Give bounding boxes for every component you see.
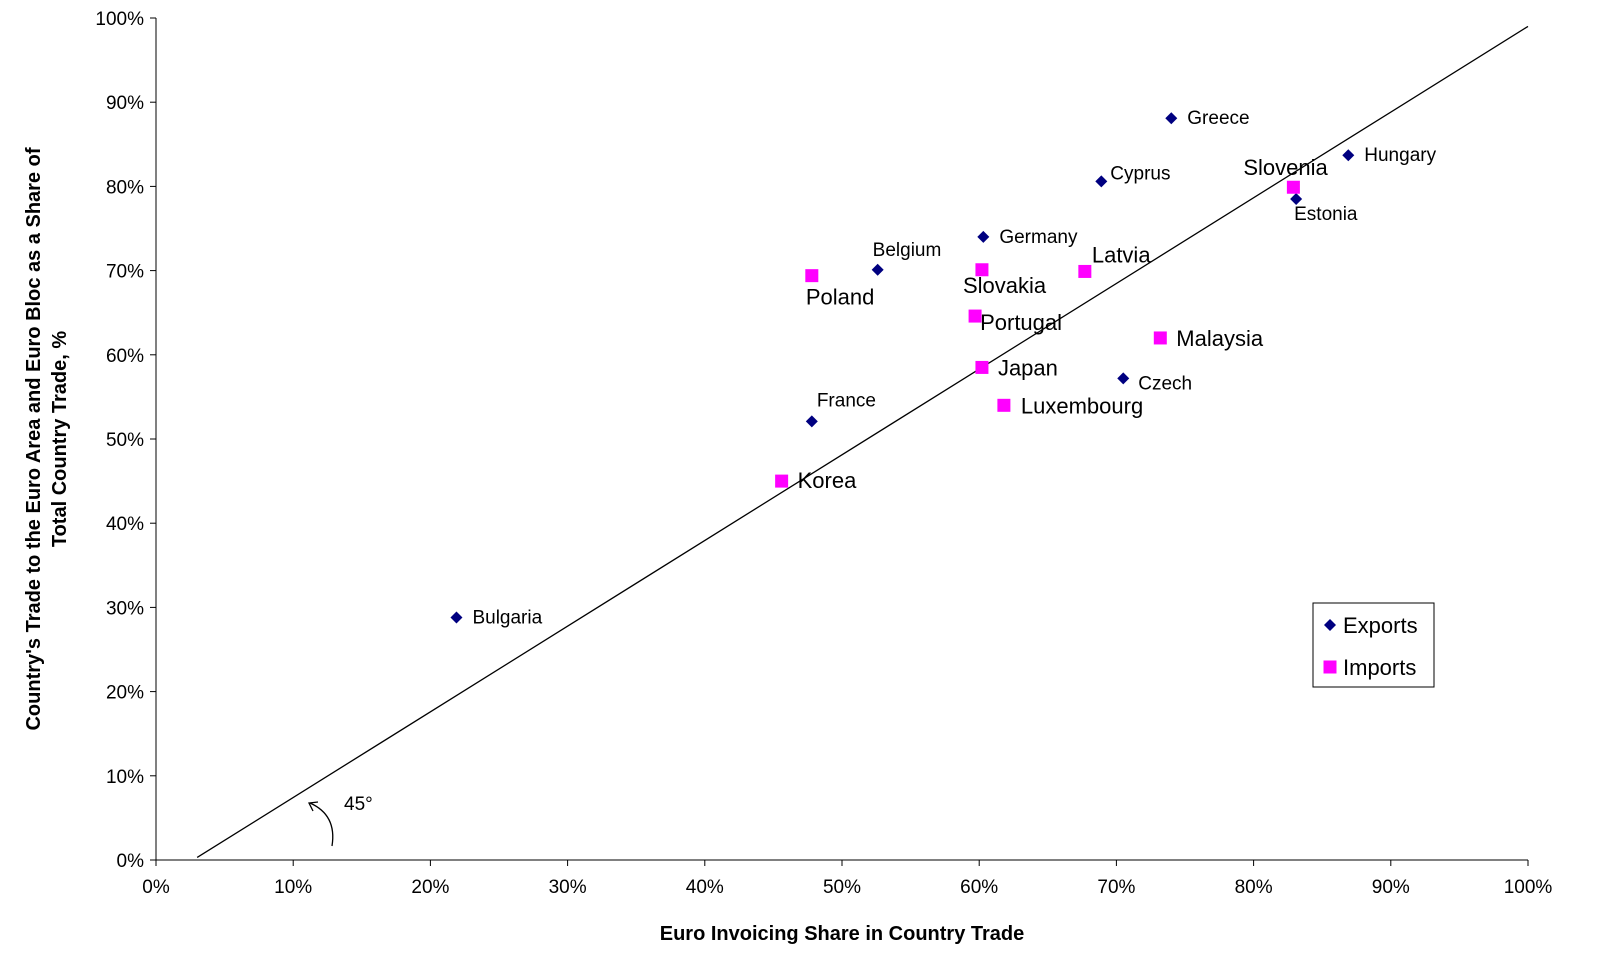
x-tick-label: 50% — [823, 877, 861, 898]
imports-point-latvia — [1078, 264, 1092, 278]
exports-point-belgium — [871, 263, 884, 276]
data-label-latvia: Latvia — [1092, 242, 1151, 267]
x-tick-label: 80% — [1235, 877, 1273, 898]
y-tick-label: 80% — [106, 177, 144, 198]
exports-point-estonia — [1290, 193, 1303, 206]
imports-point-malaysia — [1153, 331, 1167, 345]
legend-label-imports: Imports — [1343, 655, 1416, 680]
data-label-greece: Greece — [1187, 108, 1249, 129]
x-tick-label: 70% — [1097, 877, 1135, 898]
imports-point-slovakia — [975, 263, 989, 277]
x-ticks: 0% 10% 20% 30% 40% 50% 60% 70% 80% 90% 100% — [142, 860, 1552, 898]
exports-point-hungary — [1342, 149, 1355, 162]
legend-marker-imports — [1323, 660, 1337, 674]
exports-point-greece — [1165, 112, 1178, 125]
data-points — [450, 112, 1355, 624]
exports-point-czech — [1117, 372, 1130, 385]
x-tick-label: 10% — [274, 877, 312, 898]
legend: Exports Imports — [1312, 602, 1435, 688]
angle-arrow — [309, 802, 334, 847]
exports-point-bulgaria — [450, 611, 463, 624]
y-tick-label: 0% — [117, 851, 145, 872]
y-tick-label: 40% — [106, 514, 144, 535]
data-label-luxembourg: Luxembourg — [1021, 393, 1143, 418]
data-label-poland: Poland — [806, 285, 875, 310]
data-label-slovakia: Slovakia — [963, 273, 1047, 298]
data-label-bulgaria: Bulgaria — [472, 608, 542, 629]
data-label-japan: Japan — [998, 355, 1058, 380]
y-axis-title-line1: Country's Trade to the Euro Area and Eur… — [23, 147, 45, 730]
legend-label-exports: Exports — [1343, 613, 1418, 638]
data-label-hungary: Hungary — [1364, 145, 1436, 166]
y-tick-label: 70% — [106, 262, 144, 283]
y-tick-label: 10% — [106, 767, 144, 788]
x-tick-label: 100% — [1504, 877, 1553, 898]
x-tick-label: 30% — [549, 877, 587, 898]
exports-point-cyprus — [1095, 175, 1108, 188]
imports-point-korea — [775, 474, 789, 488]
data-label-cyprus: Cyprus — [1110, 163, 1170, 184]
data-label-germany: Germany — [999, 227, 1078, 248]
data-label-estonia: Estonia — [1294, 204, 1358, 225]
reference-line-group: 45° — [196, 25, 1529, 859]
data-label-czech: Czech — [1138, 373, 1192, 394]
reference-line-45 — [196, 25, 1529, 859]
y-tick-label: 20% — [106, 683, 144, 704]
y-ticks: 0% 10% 20% 30% 40% 50% 60% 70% 80% 90% 100% — [95, 9, 156, 872]
x-tick-label: 90% — [1372, 877, 1410, 898]
x-tick-label: 20% — [411, 877, 449, 898]
imports-point-portugal — [968, 309, 982, 323]
y-tick-label: 60% — [106, 346, 144, 367]
y-tick-label: 50% — [106, 430, 144, 451]
imports-point-slovenia — [1286, 180, 1300, 194]
x-axis: 0% 10% 20% 30% 40% 50% 60% 70% 80% 90% 100% — [142, 859, 1552, 898]
exports-point-germany — [977, 230, 990, 243]
data-label-malaysia: Malaysia — [1176, 326, 1264, 351]
x-tick-label: 60% — [960, 877, 998, 898]
imports-point-japan — [975, 360, 989, 374]
y-tick-label: 90% — [106, 93, 144, 114]
data-label-belgium: Belgium — [873, 240, 942, 261]
angle-arrow-head — [308, 801, 319, 812]
x-tick-label: 40% — [686, 877, 724, 898]
y-axis: 0% 10% 20% 30% 40% 50% 60% 70% 80% 90% 100% — [95, 9, 157, 872]
y-axis-title-line2: Total Country Trade, % — [49, 331, 71, 548]
legend-items: Exports Imports — [1323, 613, 1418, 680]
y-tick-label: 30% — [106, 598, 144, 619]
data-label-portugal: Portugal — [980, 310, 1062, 335]
data-label-slovenia: Slovenia — [1243, 155, 1328, 180]
imports-point-poland — [805, 269, 819, 283]
reference-line-label: 45° — [344, 794, 373, 815]
data-label-korea: Korea — [798, 468, 857, 493]
imports-point-luxembourg — [997, 398, 1011, 412]
exports-point-france — [805, 415, 818, 428]
data-label-france: France — [817, 390, 876, 411]
x-tick-label: 0% — [142, 877, 170, 898]
y-tick-label: 100% — [95, 9, 144, 30]
x-axis-title: Euro Invoicing Share in Country Trade — [660, 923, 1025, 945]
legend-marker-exports — [1324, 619, 1336, 631]
y-axis-title: Country's Trade to the Euro Area and Eur… — [23, 147, 71, 730]
data-labels: Greece Hungary Cyprus Estonia Germany Belgium… — [472, 108, 1436, 628]
